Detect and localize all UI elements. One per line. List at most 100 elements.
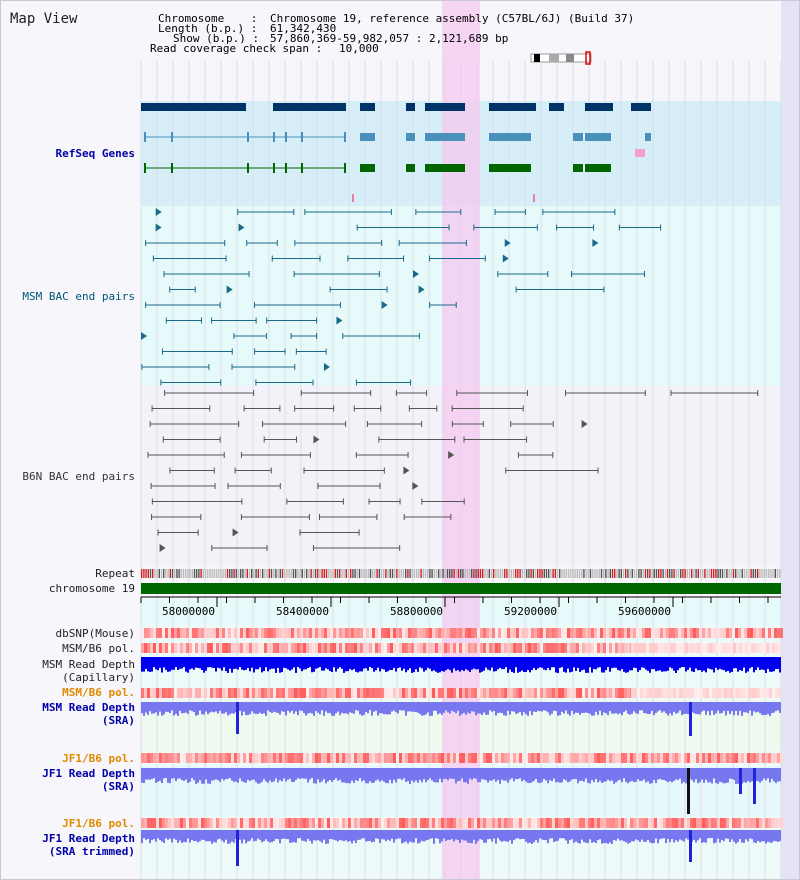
jf1-pol-heat [405,753,408,763]
msm-capillary-depth [297,657,299,668]
dbsnp-heat [477,628,480,638]
msm-sra-depth [147,702,149,715]
msm-capillary-depth [285,657,287,669]
gene-exon [144,163,146,173]
gene-exon [489,164,531,172]
msm-sra-depth [771,702,773,714]
jf1-pol-heat-2 [687,818,690,828]
msm-sra-depth [149,702,151,712]
jf1-sra-depth [603,768,605,782]
msm-pol-heat [757,643,760,653]
msm-pol-heat-2 [243,688,246,698]
msm-sra-depth [651,702,653,711]
b6n-bac-end-pairs-label[interactable]: B6N BAC end pairs [22,470,135,483]
msm-pol-heat [480,643,483,653]
msm-sra-depth [497,702,499,714]
dbsnp-heat [630,628,633,638]
jf1-sra-depth [549,768,551,781]
jf1-pol-heat-2 [240,818,243,828]
jf1-trimmed-depth [453,830,455,842]
jf1-pol-heat [705,753,708,763]
repeat-mark [746,569,748,578]
jf1-trimmed-depth [405,830,407,842]
jf1-pol-heat-2 [330,818,333,828]
jf1-sra-depth [361,768,363,782]
msm-pol-heat-2 [673,688,676,698]
jf1-sra-depth [455,768,457,784]
jf1-sra-depth [707,768,709,783]
msm-capillary-depth [367,657,369,671]
msm-sra-depth [725,702,727,716]
jf1-pol-heat-2 [708,818,711,828]
jf1-pol-heat [711,753,714,763]
jf1-pol-heat-2 [735,818,738,828]
jf1-pol-heat-2 [459,818,462,828]
repeat-mark [242,569,244,578]
repeat-mark [537,569,539,578]
msm-pol-heat [637,643,640,653]
dbsnp-heat [660,628,663,638]
repeat-mark [757,569,759,578]
jf1-sra-depth [563,768,565,780]
msm-capillary-depth [269,657,271,670]
repeat-mark [772,569,774,578]
dbsnp-heat [732,628,735,638]
msm-sra-depth [319,702,321,715]
msm-capillary-depth [539,657,541,668]
jf1-sra-depth [451,768,453,779]
jf1-sra-depth [183,768,185,781]
jf1-sra-depth [515,768,517,779]
jf1-trimmed-depth [393,830,395,843]
jf1-pol-heat-2 [297,818,300,828]
msm-bac-end-pairs-label[interactable]: MSM BAC end pairs [22,290,135,303]
jf1-sra-depth [229,768,231,779]
msm-sra-depth [625,702,627,711]
repeat-mark [198,569,200,578]
jf1-sra-depth [531,768,533,783]
msm-pol-heat-2 [757,688,760,698]
jf1-pol-heat-2 [231,818,234,828]
msm-pol-heat-2 [141,688,144,698]
jf1-sra-depth [619,768,621,780]
jf1-sra-depth [471,768,473,780]
jf1-trimmed-depth [731,830,733,840]
jf1-trimmed-depth [571,830,573,840]
repeat-mark [512,569,515,578]
jf1-trimmed-depth [715,830,717,843]
jf1-trimmed-depth [347,830,349,842]
dbsnp-heat [180,628,183,638]
jf1-sra-depth [381,768,383,781]
jf1-sra-depth [661,768,663,780]
msm-sra-depth [639,702,641,711]
repeat-mark [444,569,446,578]
jf1-trimmed-depth [771,830,773,843]
dbsnp-heat [276,628,279,638]
jf1-trimmed-depth [395,830,397,840]
jf1-sra-depth [303,768,305,779]
jf1-trimmed-depth [387,830,389,840]
jf1-sra-depth [239,768,241,779]
jf1-sra-depth [679,768,681,779]
repeat-mark [664,569,666,578]
jf1-pol-heat [627,753,630,763]
repeat-mark [706,569,708,578]
jf1-pol-heat [642,753,645,763]
jf1-trimmed-depth [447,830,449,840]
msm-pol-heat [495,643,498,653]
msm-pol-heat [582,643,585,653]
msm-sra-depth [387,702,389,715]
msm-sra-depth [367,702,369,714]
jf1-pol-heat [336,753,339,763]
repeat-mark [281,569,284,578]
msm-sra-depth [411,702,413,712]
repeat-mark [688,569,691,578]
jf1-sra-depth [279,768,281,781]
refseq-genes-label[interactable]: RefSeq Genes [55,147,135,160]
msm-pol-heat-2 [354,688,357,698]
axis-tick-label: 58400000 [276,605,329,618]
jf1-sra-depth [473,768,475,779]
msm-capillary-depth [263,657,265,672]
jf1-sra-depth [417,768,419,783]
jf1-pol-heat [411,753,414,763]
